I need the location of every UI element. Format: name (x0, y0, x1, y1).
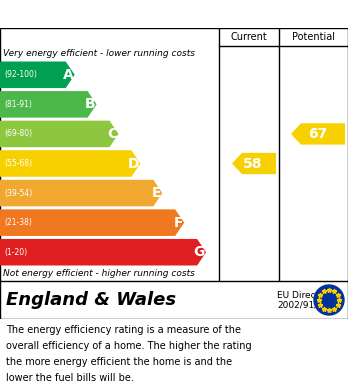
Text: 58: 58 (243, 156, 263, 170)
Text: (55-68): (55-68) (4, 159, 32, 168)
Text: D: D (128, 156, 140, 170)
Text: (81-91): (81-91) (4, 100, 32, 109)
Text: E: E (152, 186, 161, 200)
Text: C: C (107, 127, 118, 141)
Text: (1-20): (1-20) (4, 248, 27, 257)
Polygon shape (0, 91, 97, 118)
Text: Energy Efficiency Rating: Energy Efficiency Rating (69, 7, 279, 22)
Polygon shape (0, 239, 206, 265)
Text: (69-80): (69-80) (4, 129, 32, 138)
Text: lower the fuel bills will be.: lower the fuel bills will be. (6, 373, 134, 383)
Polygon shape (0, 61, 75, 88)
Text: 2002/91/EC: 2002/91/EC (277, 300, 329, 309)
Text: (21-38): (21-38) (4, 218, 32, 227)
Text: G: G (194, 245, 205, 259)
Text: B: B (85, 97, 96, 111)
Circle shape (314, 285, 344, 315)
Polygon shape (0, 150, 140, 177)
Text: overall efficiency of a home. The higher the rating: overall efficiency of a home. The higher… (6, 341, 252, 351)
Polygon shape (0, 209, 184, 236)
Polygon shape (291, 123, 345, 145)
Text: The energy efficiency rating is a measure of the: The energy efficiency rating is a measur… (6, 325, 241, 335)
Text: (39-54): (39-54) (4, 188, 32, 197)
Text: Very energy efficient - lower running costs: Very energy efficient - lower running co… (3, 48, 195, 57)
Polygon shape (232, 153, 276, 174)
Text: Current: Current (231, 32, 267, 42)
Text: England & Wales: England & Wales (6, 291, 176, 309)
Polygon shape (0, 180, 162, 206)
Text: Potential: Potential (292, 32, 335, 42)
Text: 67: 67 (308, 127, 327, 141)
Text: F: F (174, 216, 183, 230)
Polygon shape (0, 121, 119, 147)
Text: A: A (63, 68, 74, 82)
Text: EU Directive: EU Directive (277, 291, 333, 300)
Text: Not energy efficient - higher running costs: Not energy efficient - higher running co… (3, 269, 195, 278)
Text: (92-100): (92-100) (4, 70, 37, 79)
Text: the more energy efficient the home is and the: the more energy efficient the home is an… (6, 357, 232, 367)
